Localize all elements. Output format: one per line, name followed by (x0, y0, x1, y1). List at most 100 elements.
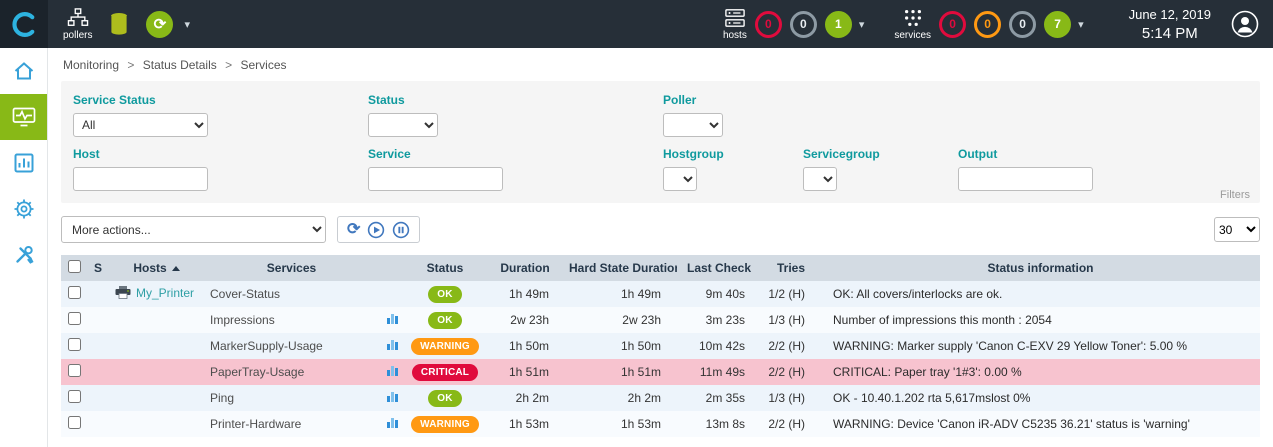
poller-label: Poller (663, 93, 697, 107)
services-menu[interactable]: services (894, 8, 931, 41)
hostgroup-label: Hostgroup (663, 147, 724, 161)
refresh-controls: ⟳ (337, 216, 421, 243)
status-badge-critical: CRITICAL (411, 363, 479, 381)
service-link[interactable]: MarkerSupply-Usage (210, 339, 323, 353)
services-table: S Hosts Services Status Duration Hard St… (61, 255, 1260, 437)
servicegroup-select[interactable] (803, 167, 837, 191)
service-link[interactable]: PaperTray-Usage (210, 365, 305, 379)
bar-chart-icon (14, 153, 33, 173)
hosts-menu[interactable]: hosts (723, 8, 747, 41)
monitoring-pulse-icon (12, 107, 35, 127)
topbar: pollers ⟳ ▾ (0, 0, 1273, 48)
col-hosts[interactable]: Hosts (109, 255, 204, 281)
col-hard-state-duration[interactable]: Hard State Duration (565, 255, 677, 281)
database-icon[interactable] (107, 11, 131, 37)
status-information-cell: OK - 10.40.1.202 rta 5,617mslost 0% (821, 385, 1260, 411)
pollers-menu[interactable]: pollers (63, 7, 92, 41)
sidebar-item-configuration[interactable] (0, 186, 47, 232)
pause-icon[interactable] (392, 221, 410, 239)
row-checkbox[interactable] (67, 312, 81, 325)
row-checkbox[interactable] (67, 364, 81, 377)
col-last-check[interactable]: Last Check (677, 255, 761, 281)
col-tries[interactable]: Tries (761, 255, 821, 281)
col-status-information[interactable]: Status information (821, 255, 1260, 281)
service-link[interactable]: Cover-Status (210, 287, 281, 301)
printer-icon (115, 286, 131, 300)
hostgroup-select[interactable] (663, 167, 697, 191)
hosts-down-counter[interactable]: 0 (754, 10, 782, 38)
row-checkbox[interactable] (67, 390, 81, 403)
status-badge-warning: WARNING (411, 415, 479, 433)
service-input[interactable] (368, 167, 503, 191)
datetime: June 12, 2019 5:14 PM (1129, 7, 1211, 42)
sidebar-item-reporting[interactable] (0, 140, 47, 186)
sidebar-item-administration[interactable] (0, 232, 47, 278)
duration-cell: 1h 49m (485, 281, 565, 307)
gear-icon (14, 199, 33, 219)
services-ok-counter[interactable]: 7 (1044, 10, 1072, 38)
status-select[interactable] (368, 113, 438, 137)
output-label: Output (958, 147, 998, 161)
row-checkbox[interactable] (67, 416, 81, 429)
refresh-icon[interactable]: ⟳ (347, 220, 361, 238)
col-status[interactable]: Status (405, 255, 485, 281)
status-information-cell: WARNING: Device 'Canon iR-ADV C5235 36.2… (821, 411, 1260, 437)
user-menu-button[interactable] (1231, 10, 1259, 38)
poller-status-ok-icon[interactable]: ⟳ (146, 10, 174, 38)
services-chevron-down-icon[interactable]: ▾ (1078, 18, 1084, 31)
graph-icon[interactable] (386, 312, 399, 325)
filter-panel: Service Status All Status Poller Host (61, 81, 1260, 203)
host-link[interactable]: My_Printer (136, 285, 195, 300)
breadcrumb-status-details[interactable]: Status Details (142, 58, 217, 72)
sync-icon: ⟳ (153, 16, 167, 33)
graph-icon[interactable] (386, 416, 399, 429)
poller-select[interactable] (663, 113, 723, 137)
graph-icon[interactable] (386, 364, 399, 377)
servicegroup-label: Servicegroup (803, 147, 880, 161)
hosts-up-counter[interactable]: 1 (824, 10, 852, 38)
row-checkbox[interactable] (67, 338, 81, 351)
user-icon (1231, 10, 1259, 38)
output-input[interactable] (958, 167, 1093, 191)
services-warning-counter[interactable]: 0 (974, 10, 1002, 38)
breadcrumb: Monitoring > Status Details > Services (63, 58, 1258, 72)
services-critical-counter[interactable]: 0 (939, 10, 967, 38)
centreon-logo[interactable] (0, 0, 48, 48)
service-link[interactable]: Impressions (210, 313, 275, 327)
hosts-unreachable-counter[interactable]: 0 (789, 10, 817, 38)
service-link[interactable]: Printer-Hardware (210, 417, 302, 431)
host-input[interactable] (73, 167, 208, 191)
col-services[interactable]: Services (204, 255, 379, 281)
col-duration[interactable]: Duration (485, 255, 565, 281)
hosts-down-count: 0 (765, 17, 772, 31)
row-checkbox[interactable] (67, 286, 81, 299)
more-actions-select[interactable]: More actions... (61, 216, 326, 243)
breadcrumb-separator: > (127, 58, 135, 72)
graph-icon[interactable] (386, 338, 399, 351)
breadcrumb-separator: > (225, 58, 233, 72)
duration-cell: 2w 23h (485, 307, 565, 333)
graph-icon[interactable] (386, 390, 399, 403)
breadcrumb-monitoring[interactable]: Monitoring (63, 58, 120, 72)
hosts-chevron-down-icon[interactable]: ▾ (858, 18, 865, 31)
sidebar-item-monitoring[interactable] (0, 94, 47, 140)
service-link[interactable]: Ping (210, 391, 235, 405)
tries-cell: 1/2 (H) (761, 281, 821, 307)
last-check-cell: 2m 35s (677, 385, 761, 411)
play-icon[interactable] (367, 221, 385, 239)
hard-state-duration-cell: 1h 49m (565, 281, 677, 307)
duration-cell: 1h 53m (485, 411, 565, 437)
sidebar-item-home[interactable] (0, 48, 47, 94)
service-status-select[interactable]: All (73, 113, 208, 137)
breadcrumb-services[interactable]: Services (240, 58, 287, 72)
sort-asc-icon (171, 266, 180, 271)
services-unknown-counter[interactable]: 0 (1009, 10, 1037, 38)
tries-cell: 2/2 (H) (761, 359, 821, 385)
tries-cell: 1/3 (H) (761, 385, 821, 411)
select-all-checkbox[interactable] (67, 260, 81, 273)
last-check-cell: 10m 42s (677, 333, 761, 359)
hard-state-duration-cell: 1h 53m (565, 411, 677, 437)
col-s[interactable]: S (87, 255, 109, 281)
page-size-select[interactable]: 30 (1214, 217, 1260, 242)
pollers-chevron-down-icon[interactable]: ▾ (184, 18, 190, 31)
